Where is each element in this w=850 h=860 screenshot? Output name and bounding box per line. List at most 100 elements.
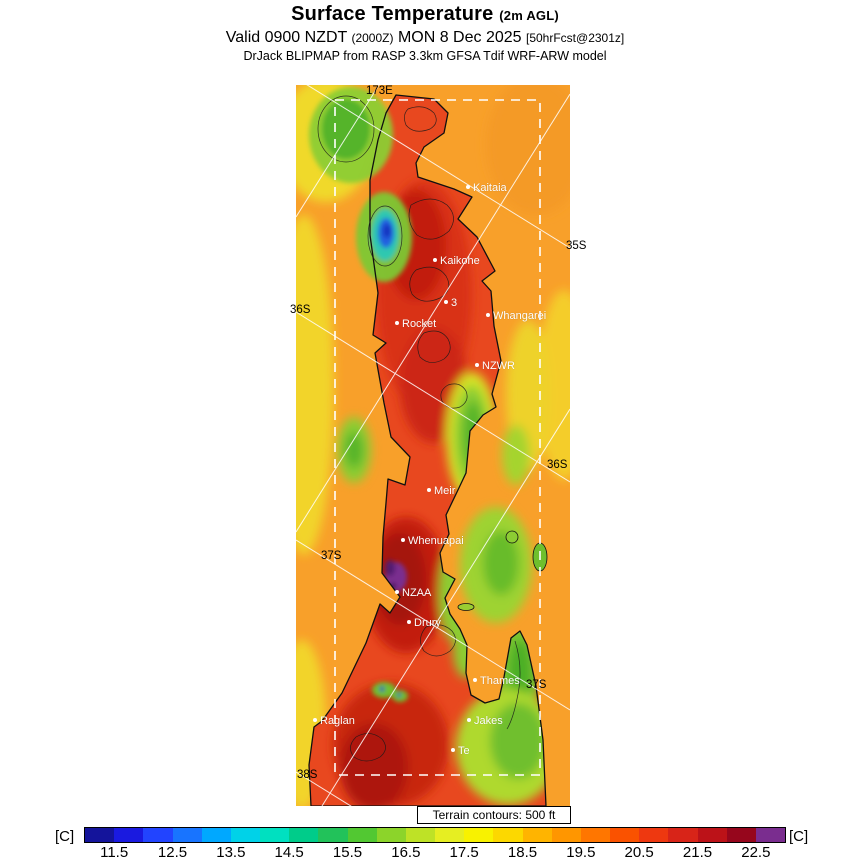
site-label: NZAA — [402, 587, 432, 599]
title-text: Surface Temperature — [291, 3, 494, 25]
colorbar-tick-label: 16.5 — [391, 844, 421, 860]
valid-prefix: Valid 0900 NZDT — [225, 29, 347, 46]
site-marker: Kaikohe — [433, 255, 480, 267]
coastline — [308, 94, 547, 806]
terrain-contours — [317, 95, 521, 762]
colorbar-segment — [85, 828, 115, 842]
page-title: Surface Temperature (2m AGL) — [0, 3, 850, 26]
site-dot-icon — [473, 678, 477, 682]
site-label: Thames — [480, 675, 520, 687]
site-label: 3 — [451, 297, 458, 309]
colorbar-segment — [260, 828, 290, 842]
colorbar-segment — [289, 828, 319, 842]
valid-date: MON 8 Dec 2025 — [397, 29, 522, 46]
colorbar-segment — [464, 828, 494, 842]
colorbar-ticks: 11.5 12.5 13.5 14.5 15.5 16.5 17.5 18.5 19.5 20.5… — [85, 842, 785, 860]
land — [309, 95, 546, 806]
colorbar-segment — [493, 828, 523, 842]
colorbar-segment — [230, 828, 261, 842]
site-label: Jakes — [474, 715, 503, 727]
site-label: Rocket — [402, 318, 437, 330]
site-marker: Meir — [427, 485, 455, 497]
colorbar-segment — [755, 828, 786, 842]
domain-box — [334, 99, 541, 776]
colorbar-segment — [143, 828, 173, 842]
site-dot-icon — [407, 620, 411, 624]
site-label: Whangarei — [493, 310, 547, 322]
colorbar-segment — [551, 828, 581, 842]
site-dot-icon — [433, 258, 437, 262]
colorbar-tick-label: 19.5 — [566, 844, 596, 860]
colorbar-tick-label: 22.5 — [741, 844, 771, 860]
colorbar-segment — [172, 828, 202, 842]
site-marker: Thames — [473, 675, 520, 687]
colorbar-tick-label: 21.5 — [682, 844, 713, 860]
graticule — [296, 85, 570, 806]
site-dot-icon — [427, 488, 431, 492]
site-dot-icon — [401, 538, 405, 542]
grid-label: 37S — [526, 679, 547, 691]
colorbar-tick-label: 11.5 — [100, 844, 129, 860]
site-marker: NZWR — [475, 360, 515, 372]
colorbar-tick-label: 13.5 — [216, 844, 246, 860]
site-dot-icon — [466, 185, 470, 189]
site-marker: Jakes — [467, 715, 503, 727]
colorbar-segment — [318, 828, 348, 842]
colorbar-segment — [376, 828, 406, 842]
map-area — [296, 85, 570, 806]
grid-label: 35S — [566, 240, 587, 252]
colorbar-segment — [580, 828, 611, 842]
grid-label: 37S — [321, 550, 342, 562]
colorbar-tick-label: 15.5 — [332, 844, 363, 860]
map-svg — [296, 85, 570, 806]
colorbar-segment — [405, 828, 436, 842]
site-dot-icon — [395, 321, 399, 325]
colorbar-tick-label: 14.5 — [274, 844, 304, 860]
site-label: Whenuapai — [408, 535, 464, 547]
site-dot-icon — [486, 313, 490, 317]
valid-zulu: (2000Z) — [351, 31, 394, 45]
site-marker: NZAA — [395, 587, 431, 599]
colorbar-tick-label: 17.5 — [449, 844, 479, 860]
site-dot-icon — [467, 718, 471, 722]
site-dot-icon — [395, 590, 399, 594]
site-label: Te — [458, 745, 470, 757]
unit-label-left: [C] — [55, 828, 75, 845]
colorbar-segment — [347, 828, 377, 842]
colorbar-segment — [697, 828, 727, 842]
header: Surface Temperature (2m AGL) Valid 0900 … — [0, 3, 850, 63]
site-dot-icon — [451, 748, 455, 752]
colorbar-segment — [114, 828, 144, 842]
site-label: Meir — [434, 485, 456, 497]
grid-label: 36S — [547, 459, 568, 471]
site-dot-icon — [444, 300, 448, 304]
site-label: Drury — [414, 617, 441, 629]
site-dot-icon — [475, 363, 479, 367]
site-marker: Rocket — [395, 318, 436, 330]
colorbar-segment — [522, 828, 552, 842]
valid-fcst: [50hrFcst@2301z] — [526, 31, 625, 45]
colorbar-tick-label: 18.5 — [507, 844, 538, 860]
site-marker: Drury — [407, 617, 441, 629]
site-label: NZWR — [482, 360, 515, 372]
site-marker: Whenuapai — [401, 535, 464, 547]
grid-label: 36S — [290, 304, 311, 316]
colorbar-segment — [639, 828, 669, 842]
colorbar-segment — [726, 828, 756, 842]
colorbar: [C] 11.5 12.5 13.5 14.5 15.5 16.5 17.5 18.5 19.5… — [0, 826, 850, 860]
site-marker: Whangarei — [486, 310, 546, 322]
site-label: Raglan — [320, 715, 355, 727]
valid-line: Valid 0900 NZDT (2000Z) MON 8 Dec 2025 [… — [0, 29, 850, 47]
site-marker: 3 — [444, 297, 457, 309]
site-marker: Raglan — [313, 715, 355, 727]
model-line: DrJack BLIPMAP from RASP 3.3km GFSA Tdif… — [243, 49, 607, 63]
site-dot-icon — [313, 718, 317, 722]
site-label: Kaikohe — [440, 255, 480, 267]
site-marker: Kaitaia — [466, 182, 507, 194]
unit-label-right: [C] — [789, 828, 809, 845]
colorbar-segment — [201, 828, 231, 842]
site-label: Kaitaia — [473, 182, 507, 194]
colorbar-segment — [610, 828, 640, 842]
site-marker: Te — [451, 745, 470, 757]
